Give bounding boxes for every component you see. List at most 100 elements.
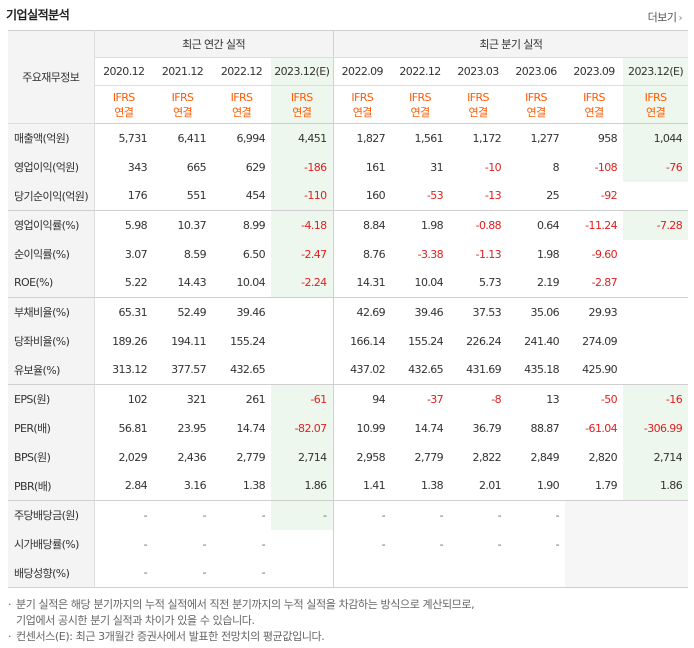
table-cell: 261	[212, 384, 271, 414]
table-cell: -	[332, 500, 392, 530]
table-cell: 14.74	[236, 421, 266, 435]
table-cell: 1.41	[332, 471, 392, 501]
table-cell: -3.38	[417, 247, 444, 261]
table-cell: 39.46	[212, 297, 271, 327]
table-cell: -	[555, 537, 560, 551]
table-cell: -2.87	[591, 276, 618, 290]
row-label: BPS(원)	[8, 442, 95, 472]
table-cell: 160	[332, 181, 392, 211]
table-cell: 5.22	[93, 268, 153, 298]
table-cell	[332, 558, 392, 588]
table-cell: 176	[93, 181, 153, 211]
table-cell: 3.16	[183, 479, 207, 493]
row-label: 배당성향(%)	[8, 558, 95, 588]
table-cell: 42.69	[332, 297, 392, 327]
table-cell: -	[93, 500, 153, 530]
table-cell: 3.07	[93, 239, 153, 269]
row-label: 부채비율(%)	[8, 297, 95, 327]
corner-header: 주요재무정보	[8, 30, 95, 124]
table-cell: -61.04	[585, 421, 618, 435]
consolidation-type: 연결	[172, 105, 193, 119]
table-cell: 8	[552, 160, 560, 174]
table-cell: 313.12	[93, 355, 153, 385]
table-cell: -	[332, 529, 392, 559]
more-link[interactable]: 더보기 ›	[647, 9, 683, 25]
table-cell: 5,731	[93, 123, 153, 153]
table-cell: -76	[623, 152, 689, 182]
table-cell	[271, 356, 333, 385]
table-cell: 6,411	[153, 123, 212, 153]
table-cell: -108	[594, 160, 618, 174]
accounting-basis: IFRS 연결	[507, 85, 566, 124]
table-cell: 6.50	[242, 247, 266, 261]
period-header: 2022.12	[212, 57, 271, 86]
table-cell: 8.76	[332, 239, 392, 269]
table-cell: 35.06	[507, 297, 566, 327]
table-cell: 6,994	[212, 123, 271, 153]
table-cell: 155.24	[408, 334, 444, 348]
table-cell: 10.04	[236, 276, 266, 290]
table-cell: -	[261, 566, 266, 580]
table-cell: -	[212, 500, 271, 530]
table-cell: 1,827	[332, 123, 392, 153]
table-cell: -	[153, 500, 212, 530]
table-cell: 432.65	[230, 363, 265, 377]
table-cell: 321	[153, 384, 212, 414]
table-cell: 14.74	[414, 421, 444, 435]
table-cell: 2,029	[93, 442, 153, 472]
table-cell: 1.38	[420, 479, 444, 493]
table-cell: -92	[600, 189, 618, 203]
table-cell: -61	[271, 384, 334, 414]
table-cell: 1,561	[391, 123, 450, 153]
table-row: 유보율(%) 313.12 377.57 432.65 437.02 432.65 431.…	[8, 355, 688, 385]
consolidation-type: 연결	[410, 105, 431, 119]
table-cell: 39.46	[391, 297, 450, 327]
table-cell: -0.88	[449, 210, 508, 240]
table-cell: 665	[186, 160, 207, 174]
table-cell: 2,436	[177, 450, 207, 464]
table-cell: -7.28	[623, 210, 689, 240]
footnote-2: · 컨센서스(E): 최근 3개월간 증권사에서 발표한 전망치의 평균값입니다.	[8, 630, 325, 643]
table-cell: 25	[546, 189, 560, 203]
table-cell: -4.18	[271, 210, 334, 240]
consolidation-type: 연결	[114, 105, 134, 119]
table-cell: 2,820	[588, 450, 618, 464]
table-cell: -10	[484, 160, 502, 174]
table-cell: -	[439, 537, 444, 551]
table-row: 영업이익(억원) 343 665 629 -186 161 31 -10 8 -108 -76	[8, 152, 689, 182]
consolidation-type: 연결	[292, 105, 312, 119]
accounting-basis: IFRS 연결	[623, 85, 689, 124]
table-cell: -	[497, 537, 502, 551]
table-cell	[623, 240, 688, 269]
table-cell	[623, 558, 689, 588]
table-cell: -37	[391, 384, 450, 414]
table-row: 매출액(억원) 5,731 6,411 6,994 4,451 1,827 1,561 1,1…	[8, 123, 689, 153]
table-cell: 2,822	[472, 450, 502, 464]
table-cell: -	[202, 537, 207, 551]
table-cell: -2.47	[271, 239, 334, 269]
table-cell	[271, 559, 333, 588]
table-cell: 2.01	[478, 479, 502, 493]
table-cell: 5.73	[478, 276, 502, 290]
more-link-label: 더보기	[647, 11, 677, 24]
table-row: 당기순이익(억원) 176 551 454 -110 160 -53 -13 25 -92	[8, 181, 688, 211]
accounting-basis: IFRS 연결	[153, 85, 212, 124]
table-cell: 4,451	[271, 123, 334, 153]
footnotes: · 분기 실적은 해당 분기까지의 누적 실적에서 직전 분기까지의 누적 실적을…	[8, 597, 688, 645]
table-row: 주당배당금(원) - - - - - - - -	[8, 500, 689, 530]
table-cell	[565, 558, 624, 588]
table-cell: 1.90	[536, 479, 560, 493]
table-cell: 13	[507, 384, 566, 414]
table-cell: -	[202, 566, 207, 580]
table-cell: 2,714	[623, 442, 689, 472]
table-cell: 14.31	[332, 268, 392, 298]
consolidation-type: 연결	[526, 105, 547, 119]
table-cell: 23.95	[177, 421, 207, 435]
table-cell: 1,044	[623, 123, 689, 153]
table-cell	[623, 327, 688, 356]
table-cell: 2,849	[530, 450, 560, 464]
period-header: 2023.09	[565, 57, 624, 86]
row-label: 영업이익(억원)	[8, 152, 95, 182]
table-cell: -	[449, 500, 508, 530]
table-cell: 0.64	[507, 210, 566, 240]
